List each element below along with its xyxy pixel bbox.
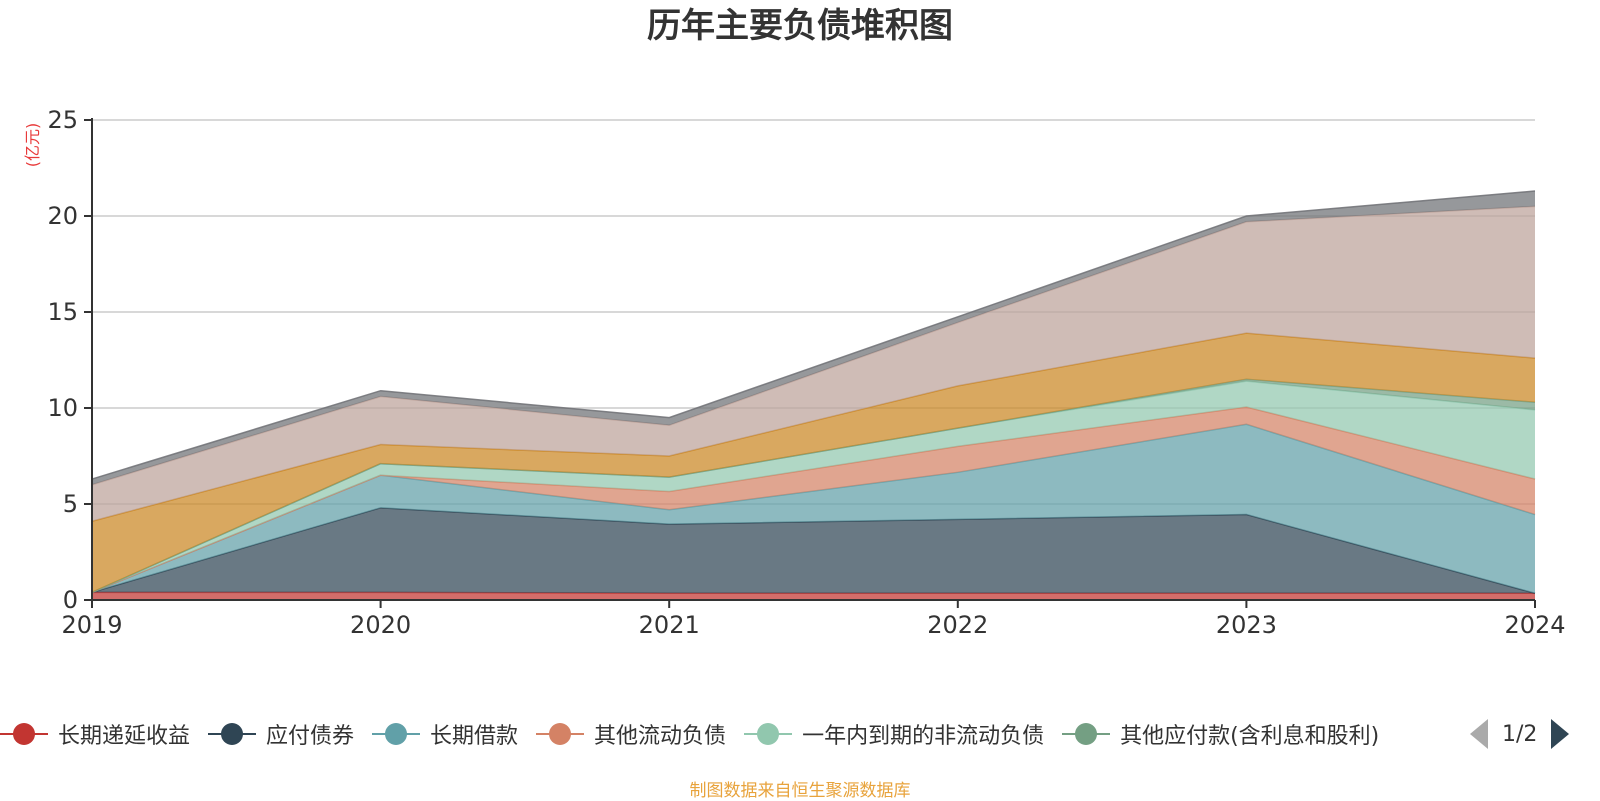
- y-tick-label: 0: [63, 586, 78, 614]
- series-line-7: [91, 205, 1536, 486]
- legend-item[interactable]: 其他流动负债: [536, 718, 726, 750]
- legend-prev-page-icon[interactable]: [1470, 719, 1488, 749]
- x-tick-label: 2020: [350, 611, 411, 639]
- chart-title: 历年主要负债堆积图: [647, 6, 953, 46]
- legend-page-indicator: 1/2: [1502, 721, 1538, 747]
- legend-item[interactable]: 长期递延收益: [0, 718, 190, 750]
- axes: 0 5 10 15 20 25 2019 2020 2021 2022 2023 2024: [47, 106, 1565, 639]
- legend-marker-icon: [536, 720, 585, 748]
- series-area-7: [92, 206, 1535, 522]
- x-tick-label: 2023: [1216, 611, 1277, 639]
- x-tick-label: 2024: [1504, 611, 1565, 639]
- legend-item[interactable]: 应付债券: [208, 718, 354, 750]
- legend-label: 长期借款: [430, 724, 519, 749]
- legend-marker-icon: [744, 720, 793, 748]
- area-series: [91, 190, 1536, 600]
- legend-marker-icon: [1062, 720, 1111, 748]
- y-tick-label: 20: [47, 202, 78, 230]
- legend-marker-icon: [208, 720, 257, 748]
- legend-next-page-icon[interactable]: [1551, 719, 1570, 749]
- x-tick-label: 2019: [61, 611, 122, 639]
- series-area-0: [92, 592, 1535, 600]
- legend-marker-icon: [0, 720, 48, 748]
- legend-pager: 1/2: [1470, 714, 1600, 754]
- y-tick-label: 15: [47, 298, 78, 326]
- legend-label: 一年内到期的非流动负债: [802, 724, 1045, 749]
- legend-marker-icon: [372, 720, 421, 748]
- legend-item[interactable]: 其他应付款(含利息和股利): [1062, 718, 1379, 750]
- x-tick-label: 2021: [639, 611, 700, 639]
- series-area-2: [92, 424, 1535, 594]
- legend: 长期递延收益 应付债券 长期借款 其他流动负债 一年内到期的非流动负债 其他应付款(含利息…: [0, 714, 1600, 754]
- legend-label: 应付债券: [266, 724, 355, 749]
- series-area-4: [92, 381, 1535, 593]
- y-tick-label: 25: [47, 106, 78, 134]
- series-area-1: [92, 507, 1535, 594]
- legend-item[interactable]: 一年内到期的非流动负债: [744, 718, 1044, 750]
- legend-label: 长期递延收益: [58, 724, 191, 749]
- y-tick-label: 5: [63, 490, 78, 518]
- source-note: 制图数据来自恒生聚源数据库: [689, 781, 911, 801]
- series-area-6: [92, 333, 1535, 593]
- series-line-8: [91, 190, 1536, 480]
- x-tick-label: 2022: [927, 611, 988, 639]
- y-tick-label: 10: [47, 394, 78, 422]
- y-axis-unit-label: (亿元): [23, 123, 42, 168]
- legend-label: 其他应付款(含利息和股利): [1120, 724, 1380, 749]
- legend-label: 其他流动负债: [594, 724, 727, 749]
- legend-item[interactable]: 长期借款: [372, 718, 518, 750]
